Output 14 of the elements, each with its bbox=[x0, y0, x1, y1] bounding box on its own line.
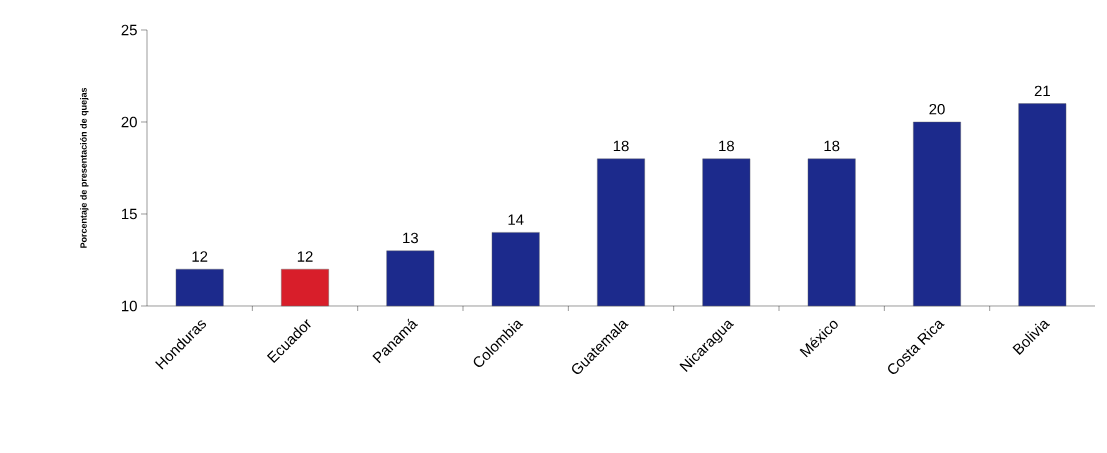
data-label: 14 bbox=[508, 214, 524, 225]
data-label: 13 bbox=[403, 232, 418, 244]
data-label: 12 bbox=[297, 251, 313, 262]
data-label: 18 bbox=[824, 140, 840, 152]
y-tick-label: 20 bbox=[121, 116, 137, 128]
y-tick-label: 25 bbox=[121, 24, 137, 36]
data-label: 18 bbox=[613, 140, 629, 152]
data-label: 21 bbox=[1034, 85, 1050, 97]
y-axis-title: Porcentaje de presentación de quejas bbox=[80, 87, 89, 248]
data-label: 20 bbox=[929, 103, 945, 115]
y-tick-label: 15 bbox=[122, 208, 137, 220]
data-label: 12 bbox=[192, 251, 208, 262]
y-tick-label: 10 bbox=[122, 300, 137, 312]
data-label: 18 bbox=[719, 140, 734, 152]
